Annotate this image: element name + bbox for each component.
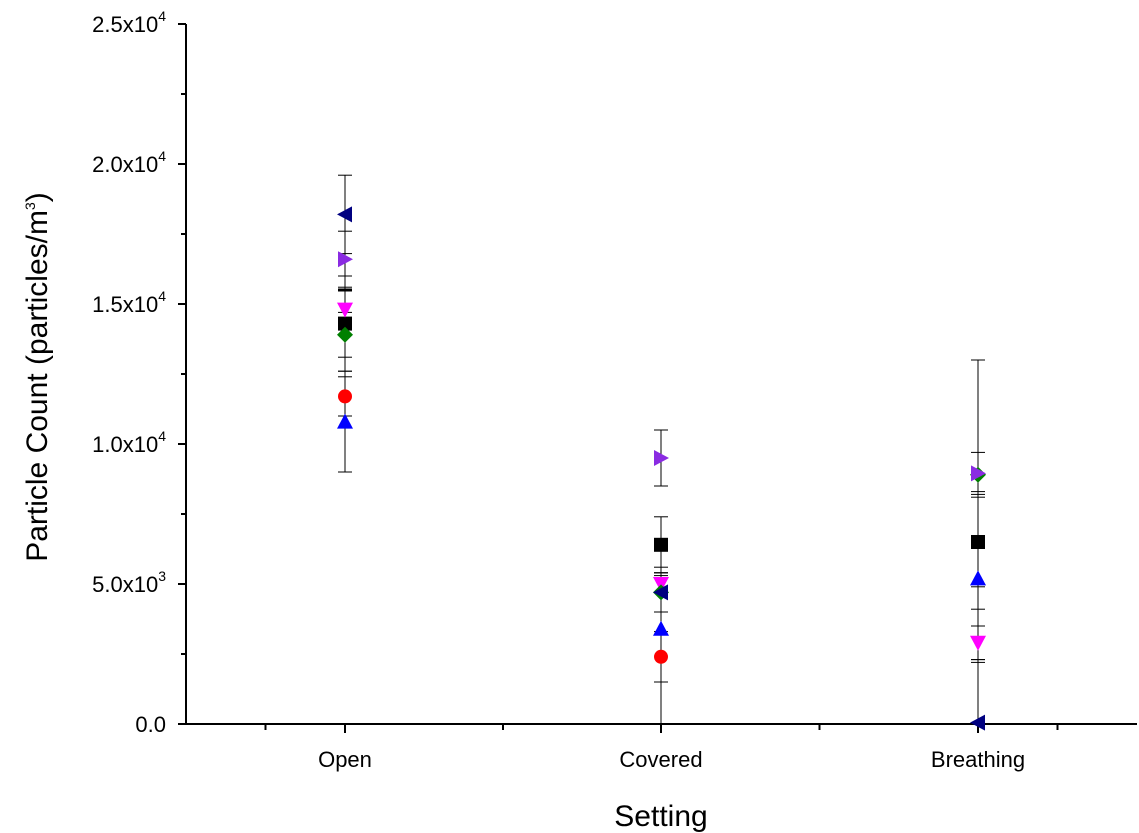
- y-tick-label: 2.0x104: [92, 148, 166, 177]
- x-tick-label: Breathing: [931, 747, 1025, 772]
- y-tick-label-exponent: 4: [158, 148, 166, 164]
- data-markers: [337, 206, 986, 731]
- y-tick-label: 1.0x104: [92, 428, 166, 457]
- marker-triangle-left: [337, 206, 352, 223]
- y-tick-label-mantissa: 0.0: [135, 712, 166, 737]
- marker-triangle-right: [338, 251, 353, 268]
- y-tick-label: 1.5x104: [92, 288, 166, 317]
- marker-diamond: [337, 326, 353, 343]
- marker-triangle-up: [337, 413, 353, 429]
- marker-triangle-up: [970, 570, 986, 586]
- error-bars: [338, 174, 985, 725]
- marker-square: [654, 537, 668, 552]
- y-axis-title-main: Particle Count (particles/m: [21, 210, 54, 562]
- y-tick-label-exponent: 4: [158, 288, 166, 304]
- y-tick-label: 0.0: [135, 712, 166, 737]
- x-axis-title: Setting: [614, 800, 707, 833]
- x-ticks: Open Covered Breathing: [264, 724, 1059, 772]
- marker-circle: [338, 389, 352, 404]
- y-axis-title: Particle Count (particles/m3): [21, 192, 54, 562]
- marker-circle: [654, 649, 668, 664]
- y-tick-label-mantissa: 2.5x10: [92, 12, 158, 37]
- y-axis-title-close: ): [21, 192, 54, 202]
- y-tick-label-mantissa: 2.0x10: [92, 152, 158, 177]
- y-tick-label: 2.5x104: [92, 8, 166, 37]
- marker-square: [338, 316, 352, 331]
- y-tick-label-mantissa: 1.5x10: [92, 292, 158, 317]
- y-tick-label-mantissa: 1.0x10: [92, 432, 158, 457]
- marker-triangle-down: [337, 302, 353, 318]
- marker-square: [971, 535, 985, 549]
- x-tick-label: Covered: [619, 747, 702, 772]
- marker-triangle-down: [970, 635, 986, 651]
- marker-triangle-up: [653, 620, 669, 636]
- marker-triangle-right: [971, 465, 986, 482]
- y-tick-label-exponent: 4: [158, 8, 166, 24]
- y-tick-label-exponent: 4: [158, 428, 166, 444]
- y-axis-title-sup: 3: [22, 202, 38, 210]
- y-tick-label: 5.0x103: [92, 568, 166, 597]
- marker-triangle-right: [654, 450, 669, 466]
- marker-triangle-left: [970, 714, 985, 731]
- marker-triangle-left: [653, 584, 668, 601]
- x-tick-label: Open: [318, 747, 372, 772]
- marker-dash: [338, 288, 352, 292]
- y-tick-label-mantissa: 5.0x10: [92, 572, 158, 597]
- y-tick-label-exponent: 3: [158, 568, 166, 584]
